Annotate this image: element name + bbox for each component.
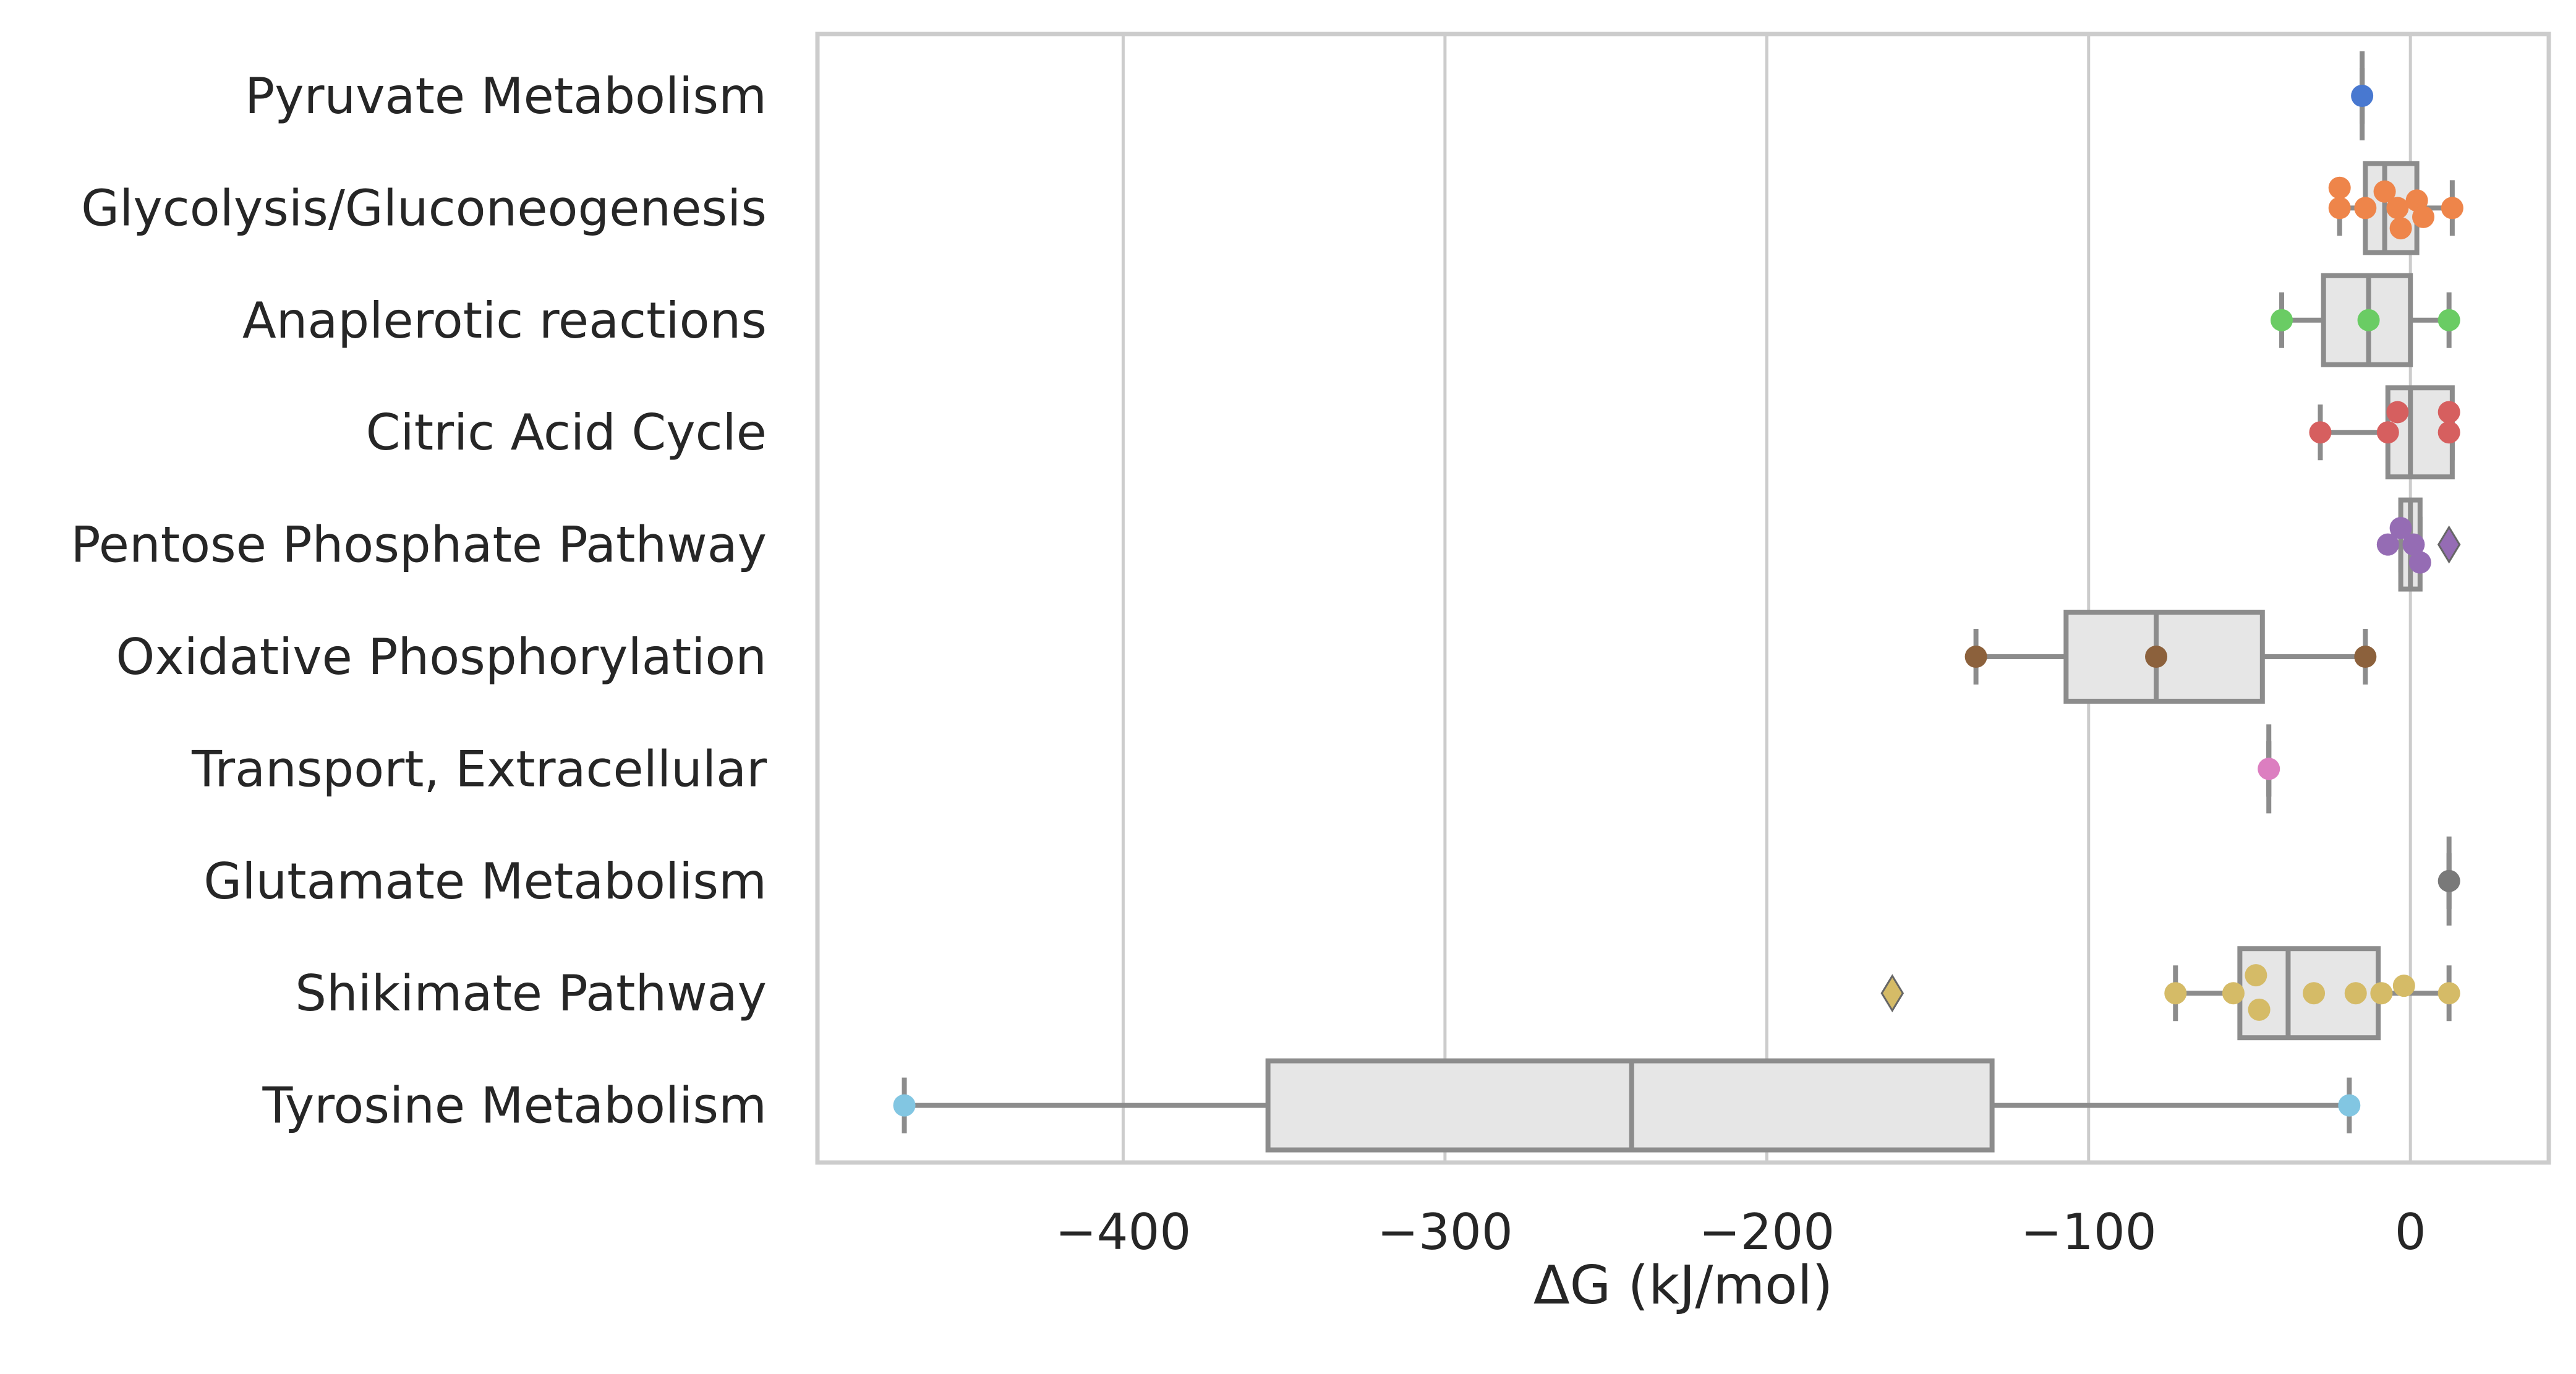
data-point: [2392, 975, 2415, 997]
box-elements: [902, 51, 2455, 1153]
data-point: [2376, 421, 2399, 444]
data-point: [2338, 1094, 2361, 1117]
category-label: Pyruvate Metabolism: [245, 67, 767, 125]
data-point: [2357, 309, 2380, 331]
data-point: [2351, 85, 2374, 107]
data-point: [2222, 982, 2245, 1005]
data-point: [2408, 551, 2431, 574]
category-label: Anaplerotic reactions: [242, 292, 767, 349]
data-point: [2164, 982, 2187, 1005]
category-label: Glutamate Metabolism: [203, 853, 767, 910]
data-point: [2386, 401, 2409, 424]
outlier-point: [2437, 525, 2461, 564]
data-point: [2258, 757, 2280, 780]
data-point: [2354, 646, 2377, 668]
data-point: [2389, 217, 2412, 240]
data-point: [2354, 197, 2377, 220]
data-point: [2389, 516, 2412, 539]
category-label: Glycolysis/Gluconeogenesis: [81, 179, 767, 237]
x-axis-title: ΔG (kJ/mol): [1533, 1255, 1833, 1316]
data-point: [2245, 964, 2267, 987]
data-point: [2328, 197, 2351, 220]
category-label: Tyrosine Metabolism: [262, 1077, 767, 1135]
data-point: [2441, 197, 2463, 220]
data-point: [2386, 197, 2409, 220]
data-point: [2412, 205, 2435, 228]
data-point: [2303, 982, 2326, 1005]
data-points: [893, 85, 2463, 1117]
data-point: [1964, 646, 1987, 668]
data-point: [2437, 309, 2460, 331]
data-point: [2437, 401, 2460, 424]
x-tick-labels: −400 −300 −200 −100 0: [1056, 1203, 2426, 1261]
data-point: [2373, 180, 2396, 203]
x-tick-label: −400: [1056, 1203, 1192, 1261]
data-point: [2402, 533, 2425, 556]
outlier-point: [1880, 974, 1904, 1013]
box-group: [902, 1058, 2352, 1153]
category-label: Citric Acid Cycle: [366, 404, 767, 461]
box-group: [1973, 610, 2368, 704]
category-label: Shikimate Pathway: [295, 965, 767, 1022]
x-tick-label: −300: [1377, 1203, 1513, 1261]
category-label: Oxidative Phosphorylation: [116, 628, 767, 686]
data-point: [2437, 421, 2460, 444]
data-point: [2344, 982, 2367, 1005]
data-point: [2370, 982, 2393, 1005]
data-point: [2376, 533, 2399, 556]
data-point: [2437, 869, 2460, 892]
category-label: Pentose Phosphate Pathway: [70, 516, 767, 574]
data-point: [2271, 309, 2293, 331]
x-tick-label: 0: [2395, 1203, 2426, 1261]
category-labels: Pyruvate Metabolism Glycolysis/Gluconeoge…: [70, 67, 767, 1135]
data-point: [2328, 176, 2351, 199]
data-point: [893, 1094, 916, 1117]
data-point: [2309, 421, 2332, 444]
category-label: Transport, Extracellular: [191, 740, 767, 798]
x-tick-label: −200: [1699, 1203, 1835, 1261]
data-point: [2145, 646, 2168, 668]
data-point: [2437, 982, 2460, 1005]
plot-frame: [815, 32, 2551, 1165]
data-point: [2248, 998, 2271, 1021]
x-tick-label: −100: [2021, 1203, 2157, 1261]
